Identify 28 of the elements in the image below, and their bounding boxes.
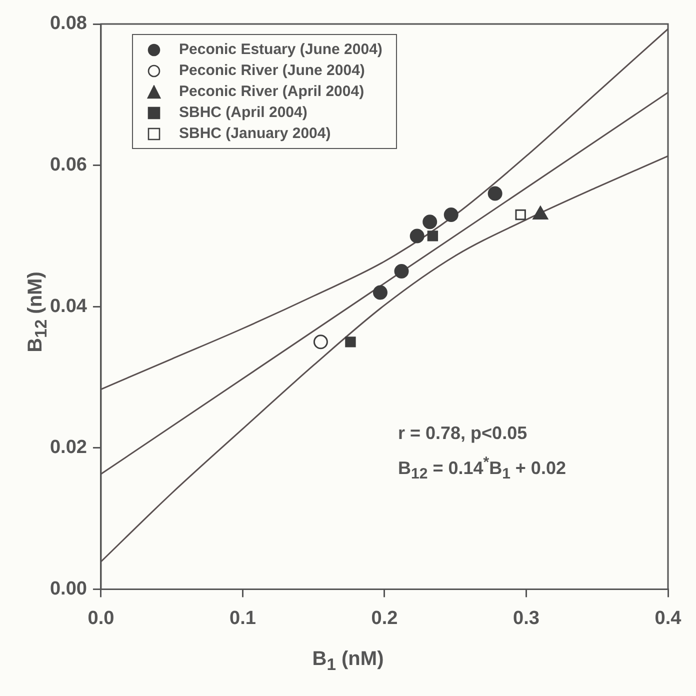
y-tick-label: 0.04 <box>50 296 88 317</box>
y-tick-label: 0.06 <box>50 154 87 176</box>
x-tick-label: 0.2 <box>371 608 398 629</box>
point <box>422 214 438 230</box>
point <box>427 230 438 242</box>
legend-label: SBHC (January 2004) <box>179 125 331 142</box>
point <box>515 209 526 220</box>
legend-label: SBHC (April 2004) <box>179 104 308 121</box>
annotation: B$_{12}$ = 0.14$^{*}$B$_{1}$ + 0.02 <box>398 453 566 485</box>
point <box>345 336 356 348</box>
legend-label: Peconic River (June 2004) <box>179 62 365 79</box>
annotation: r = 0.78, p<0.05 <box>398 422 528 445</box>
point <box>410 228 424 244</box>
x-tick-label: 0.0 <box>88 608 114 629</box>
legend-label: Peconic River (April 2004) <box>179 83 364 100</box>
point <box>488 186 502 201</box>
point <box>313 334 328 350</box>
point <box>372 285 388 300</box>
x-tick-label: 0.3 <box>513 608 540 629</box>
legend-label: Peconic Estuary (June 2004) <box>179 41 382 58</box>
y-tick-label: 0.08 <box>50 13 87 34</box>
point <box>394 264 409 279</box>
y-tick-label: 0.00 <box>50 578 87 600</box>
x-axis-title: B$_{1}$ (nM) <box>311 648 385 675</box>
x-tick-label: 0.4 <box>654 608 682 629</box>
point <box>444 208 458 222</box>
x-tick-label: 0.1 <box>230 608 256 629</box>
y-tick-label: 0.02 <box>50 437 87 458</box>
